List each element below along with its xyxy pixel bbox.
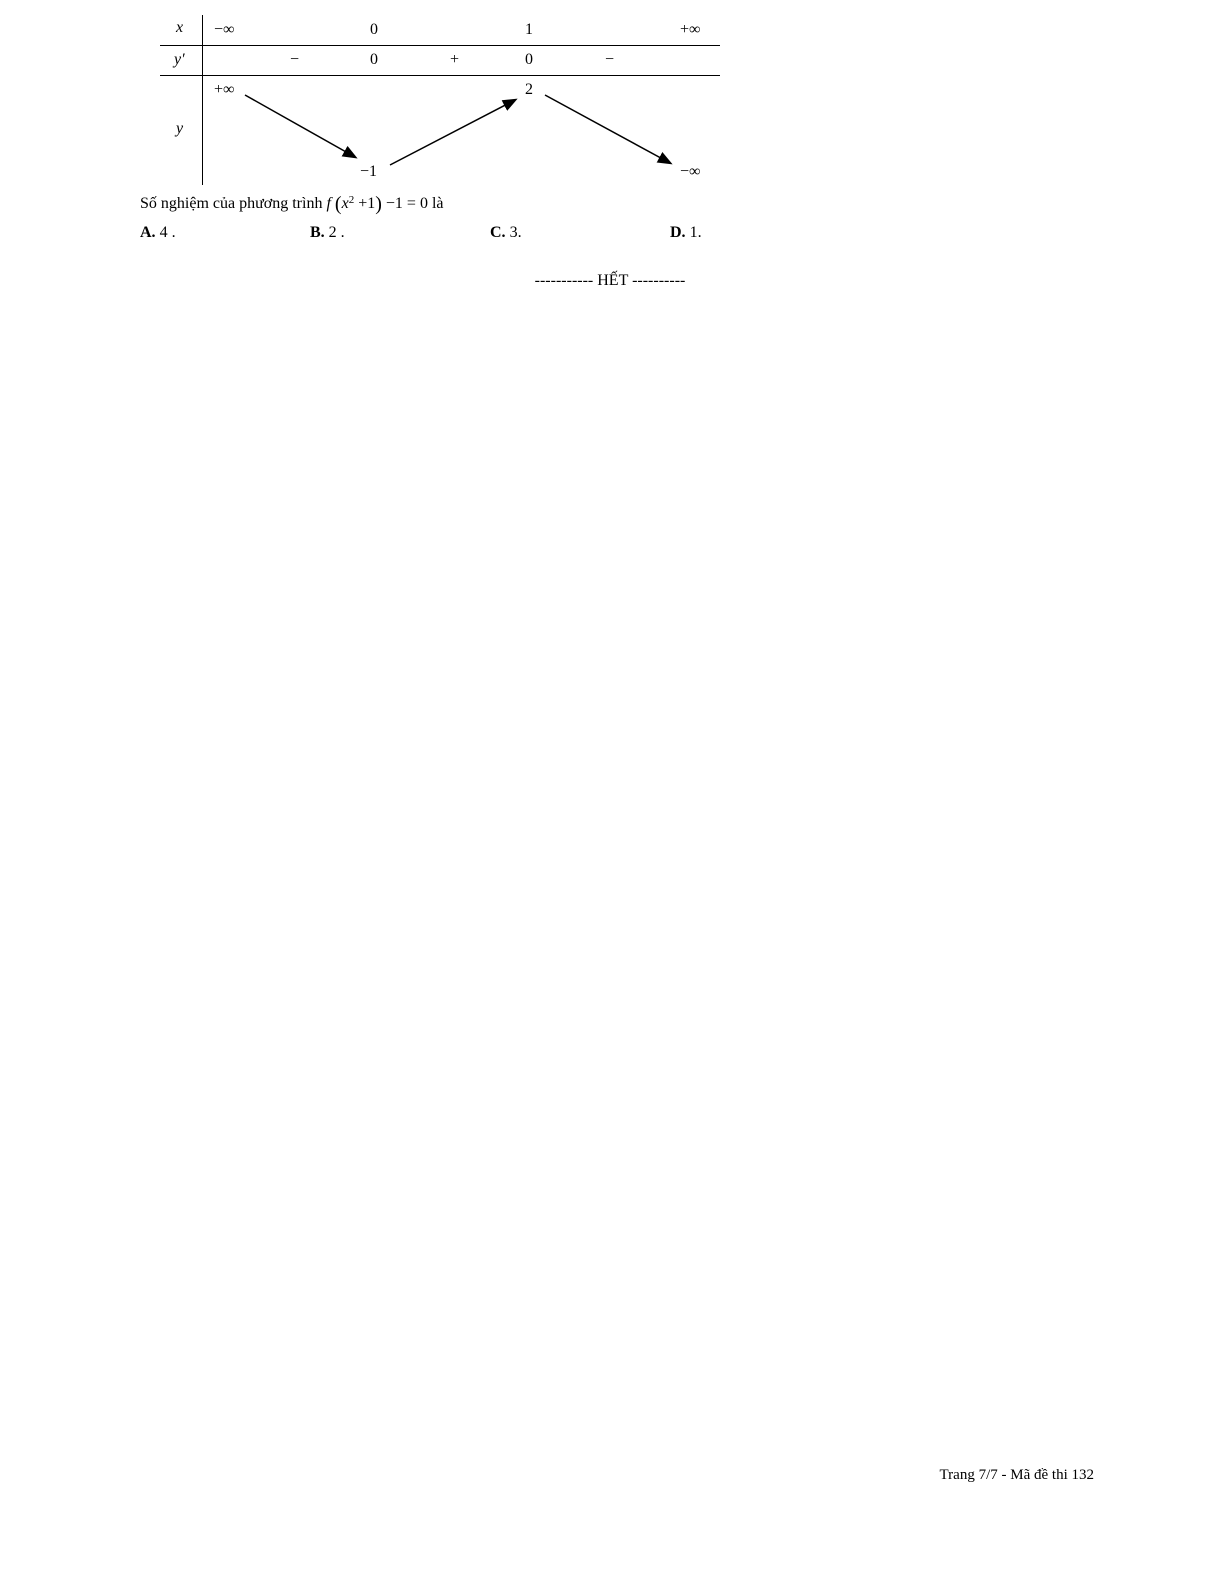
end-marker: ----------- HẾT ---------- (140, 272, 1080, 290)
page-footer: Trang 7/7 - Mã đề thi 132 (940, 1467, 1094, 1484)
option-c-value: 3. (510, 224, 522, 241)
variation-arrows (160, 15, 720, 185)
option-c[interactable]: C. 3. (490, 224, 670, 242)
option-d[interactable]: D. 1. (670, 224, 702, 242)
options-row: A. 4 . B. 2 . C. 3. D. 1. (140, 224, 740, 242)
option-b[interactable]: B. 2 . (310, 224, 490, 242)
question-text: Số nghiệm của phương trình f (x2 +1) −1 … (140, 193, 1080, 216)
question-tail: −1 = 0 là (386, 195, 444, 212)
option-d-value: 1. (690, 224, 702, 241)
right-paren: ) (375, 193, 382, 215)
arg-x: x (342, 195, 349, 212)
option-a[interactable]: A. 4 . (140, 224, 310, 242)
page-content: x −∞ 0 1 +∞ y′ − 0 + 0 − y +∞ −1 2 −∞ (140, 15, 1080, 290)
variation-table: x −∞ 0 1 +∞ y′ − 0 + 0 − y +∞ −1 2 −∞ (160, 15, 720, 185)
question-prefix: Số nghiệm của phương trình (140, 195, 326, 212)
option-a-value: 4 . (160, 224, 176, 241)
function-f: f (326, 195, 330, 212)
left-paren: ( (335, 193, 342, 215)
arg-plus1: +1 (354, 195, 375, 212)
option-b-value: 2 . (329, 224, 345, 241)
